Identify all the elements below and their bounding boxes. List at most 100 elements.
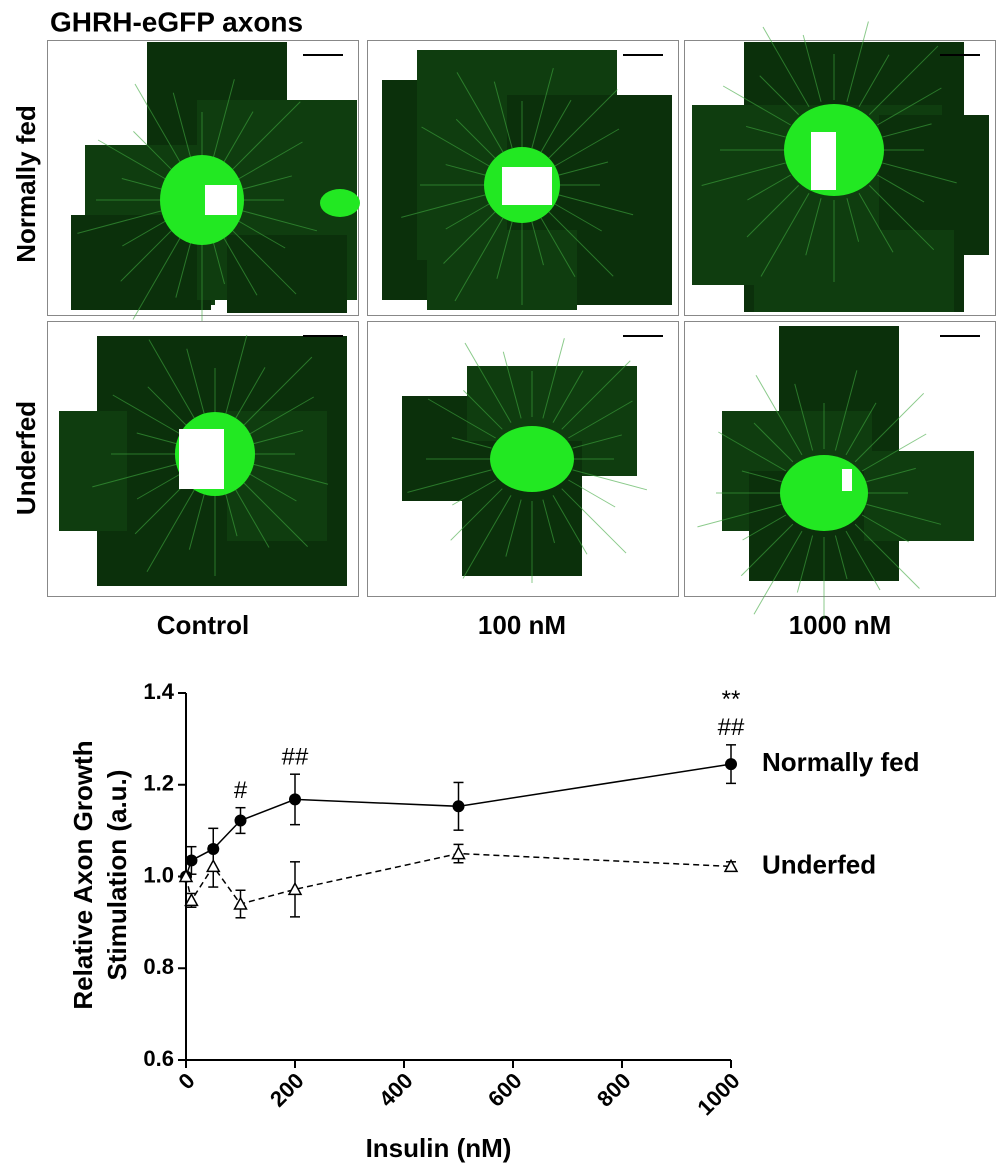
axon (741, 470, 782, 483)
image-tile (754, 230, 954, 312)
axon (147, 386, 188, 427)
axon (701, 162, 786, 186)
saturated-area (179, 429, 224, 489)
axon (464, 342, 512, 423)
axon (445, 203, 490, 230)
axon (542, 499, 556, 544)
significance-mark: ## (718, 714, 745, 741)
axon (212, 240, 226, 285)
saturated-area (205, 185, 237, 215)
axon (869, 185, 935, 251)
axon (554, 128, 620, 167)
axon (231, 229, 297, 295)
explant (160, 155, 244, 245)
axon (805, 198, 822, 256)
axon (861, 514, 910, 543)
axon (568, 400, 633, 439)
axon (740, 523, 794, 577)
saturated-area (811, 132, 836, 190)
axon (531, 221, 544, 266)
axon (136, 432, 177, 445)
image-panel (367, 40, 679, 316)
axon (718, 431, 787, 472)
axon (77, 210, 162, 234)
axon (112, 394, 181, 435)
y-axis-label: Stimulation (a.u.) (102, 770, 132, 981)
axon (136, 473, 181, 500)
axon (846, 198, 860, 242)
axon (455, 118, 496, 159)
axon (697, 503, 782, 528)
axon (92, 463, 177, 488)
y-tick-label: 0.6 (143, 1046, 174, 1071)
axon (186, 348, 206, 416)
axon (122, 220, 166, 247)
axon (552, 370, 584, 423)
axon (146, 488, 196, 573)
row-label: Normally fed (11, 105, 41, 263)
image-tile (864, 451, 974, 541)
axon (846, 21, 869, 102)
axon (760, 193, 810, 277)
axon (548, 89, 618, 159)
axon (133, 131, 173, 171)
significance-mark: ## (282, 744, 309, 771)
column-label: Control (157, 610, 249, 640)
axon (854, 523, 920, 589)
x-tick-label: 600 (483, 1068, 527, 1112)
axon (552, 495, 588, 555)
y-axis-label: Relative Axon Growth (68, 740, 98, 1009)
marker (233, 896, 248, 910)
marker (725, 758, 737, 771)
marker (451, 845, 466, 860)
axon (866, 503, 942, 525)
axon (427, 398, 496, 439)
axon (172, 92, 192, 160)
y-tick-label: 1.0 (143, 862, 174, 887)
axon (463, 390, 503, 430)
image-panel (367, 321, 679, 597)
axon (242, 210, 318, 232)
axon (443, 211, 496, 264)
legend-label: Underfed (762, 849, 876, 879)
axon (493, 81, 513, 149)
axon (462, 495, 512, 579)
axon (242, 175, 292, 190)
x-tick-label: 800 (592, 1068, 636, 1112)
axon (401, 194, 486, 218)
axon (212, 79, 235, 160)
image-tile (227, 235, 347, 313)
column-label: 1000 nM (789, 610, 892, 640)
axon (746, 185, 799, 238)
axon (253, 463, 329, 485)
axon (421, 126, 490, 167)
image-tile (427, 230, 577, 310)
marker (184, 892, 199, 907)
axon (120, 229, 173, 282)
axon (753, 422, 794, 463)
image-panels (47, 21, 996, 619)
axon (561, 360, 631, 430)
marker (178, 868, 194, 883)
axon (238, 141, 303, 180)
axon (759, 75, 799, 115)
axon (456, 72, 504, 153)
axon (175, 240, 192, 298)
explant (320, 189, 360, 217)
significance-mark: # (234, 777, 248, 804)
axon (249, 396, 314, 435)
axon (877, 174, 925, 203)
axon (866, 467, 916, 483)
y-tick-label: 1.4 (143, 679, 174, 704)
column-label: 100 nM (478, 610, 566, 640)
y-tick-label: 1.2 (143, 771, 174, 796)
axon (747, 174, 791, 201)
axon (238, 220, 286, 249)
marker (452, 800, 465, 813)
axon (224, 335, 248, 416)
axon (561, 488, 627, 554)
marker (185, 854, 198, 867)
explant (490, 426, 574, 492)
saturated-area (842, 469, 852, 491)
axon (834, 370, 858, 451)
